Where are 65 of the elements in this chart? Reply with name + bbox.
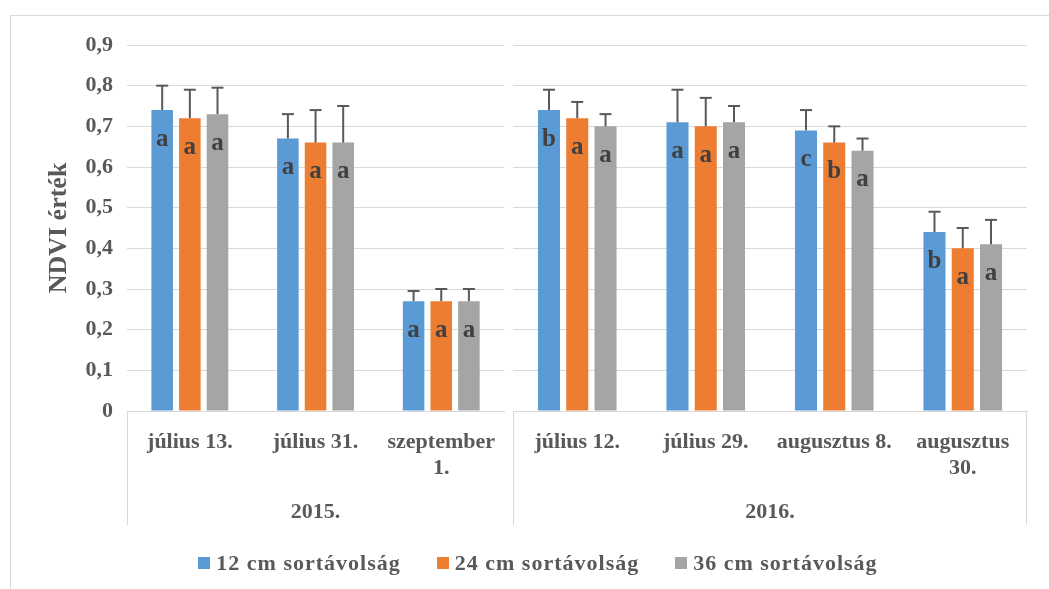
x-tick-label: augusztus 8.	[776, 427, 892, 453]
bar	[794, 130, 818, 411]
y-tick-label: 0,4	[85, 234, 113, 260]
data-label: a	[281, 151, 295, 179]
data-label: b	[827, 156, 842, 184]
x-tick-label: augusztus 30.	[916, 427, 1010, 480]
bar	[179, 118, 201, 411]
data-label: a	[183, 131, 197, 159]
data-label: a	[727, 135, 741, 163]
y-tick-label: 0,9	[85, 30, 113, 56]
bar	[951, 248, 974, 411]
data-label: a	[856, 164, 870, 192]
y-tick-label: 0,8	[85, 71, 113, 97]
data-label: a	[571, 131, 584, 159]
bar	[151, 110, 173, 411]
data-label: a	[155, 123, 169, 151]
data-label: a	[984, 257, 998, 285]
bar	[304, 142, 327, 411]
bar	[666, 122, 689, 411]
bar	[402, 301, 425, 411]
bar	[923, 232, 946, 411]
y-tick-label: 0,5	[85, 193, 113, 219]
bar	[537, 110, 561, 411]
bar	[980, 244, 1003, 411]
data-label: c	[800, 143, 812, 171]
x-tick-label: július 13.	[146, 427, 233, 453]
bar	[206, 114, 229, 411]
bar	[458, 301, 480, 411]
data-label: a	[336, 156, 350, 184]
bar	[723, 122, 746, 411]
bar	[430, 301, 453, 411]
legend-label: 12 cm sortávolság	[216, 550, 401, 576]
y-axis-title: NDVI érték	[43, 162, 73, 294]
legend-label: 24 cm sortávolság	[454, 550, 640, 576]
x-tick-label: július 31.	[271, 427, 359, 453]
x-tick-label: július 29.	[661, 427, 749, 453]
data-label: b	[542, 123, 556, 151]
bar	[823, 142, 846, 411]
data-label: a	[956, 261, 970, 289]
bar	[332, 142, 354, 411]
y-tick-label: 0,1	[85, 356, 113, 382]
legend-label: 36 cm sortávolság	[693, 550, 878, 576]
data-label: a	[462, 314, 476, 342]
y-tick-label: 0,7	[85, 112, 113, 138]
y-tick-label: 0,3	[85, 274, 113, 300]
x-tick-label: szeptember 1.	[387, 427, 496, 480]
x-tick-label: július 12.	[533, 427, 621, 453]
data-label: b	[927, 245, 942, 273]
data-label: a	[309, 156, 323, 184]
y-tick-label: 0,6	[85, 152, 113, 178]
bar	[277, 138, 299, 411]
data-label: a	[671, 135, 685, 163]
bar	[594, 126, 617, 411]
bar	[694, 126, 717, 411]
bar	[851, 150, 874, 411]
x-axis-title: 2016.	[745, 497, 795, 523]
data-label: a	[435, 314, 448, 342]
y-tick-label: 0,2	[85, 315, 113, 341]
data-label: a	[599, 139, 613, 167]
data-label: a	[699, 139, 713, 167]
data-label: a	[211, 127, 225, 155]
x-axis-title: 2015.	[290, 497, 341, 523]
y-tick-label: 0	[102, 396, 113, 422]
bar	[566, 118, 589, 411]
data-label: a	[407, 314, 421, 342]
